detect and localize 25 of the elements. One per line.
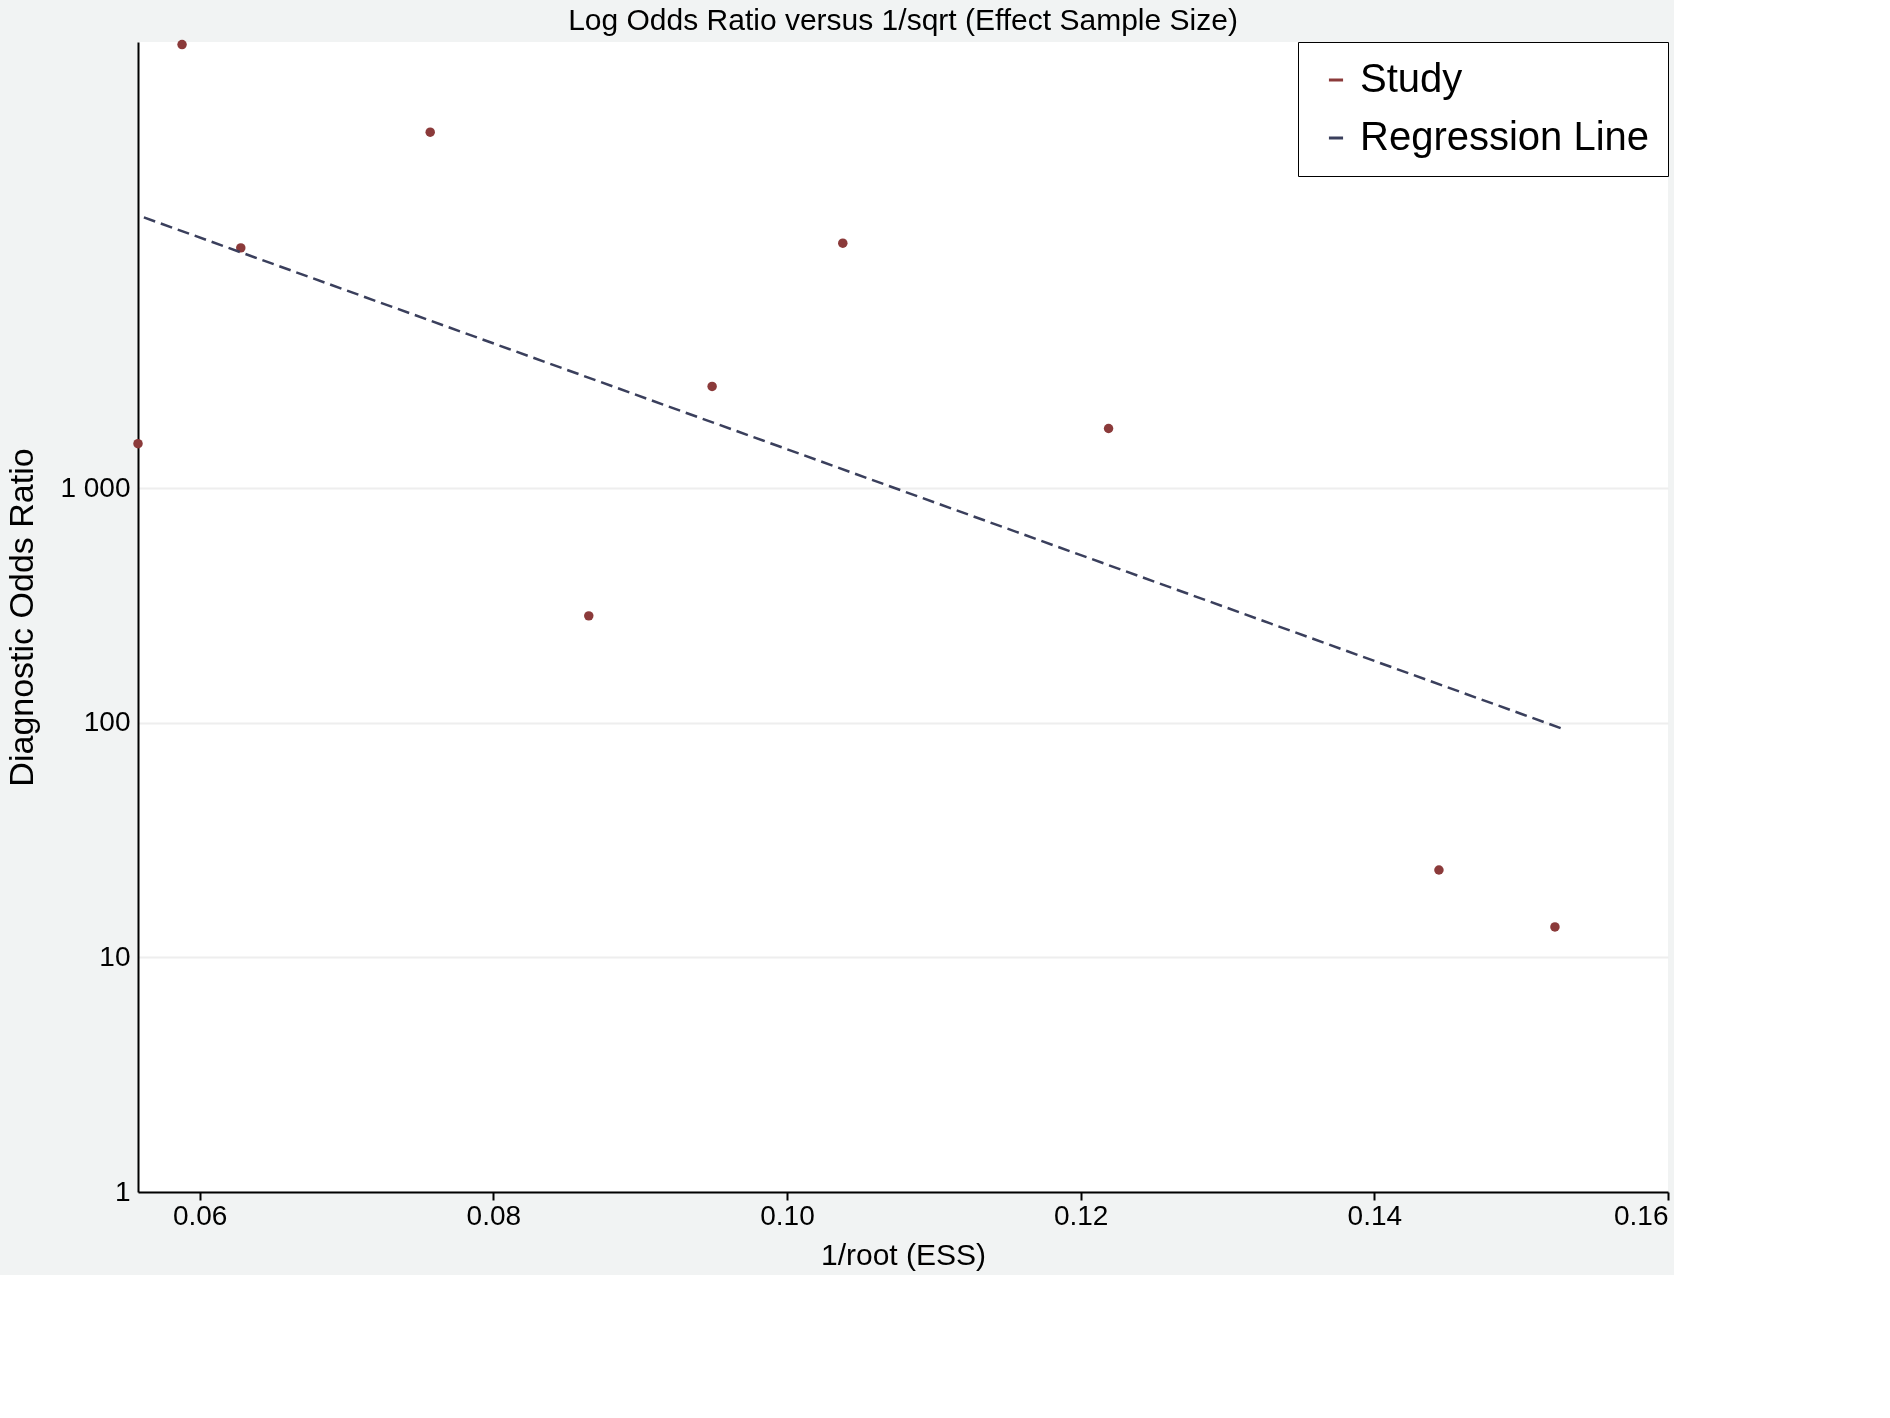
x-axis-title: 1/root (ESS) [820,1237,987,1271]
x-tick-label: 0.06 [172,1199,228,1231]
y-tick-label: 100 [83,706,131,738]
y-tick-label: 1 000 [60,471,131,503]
point [707,381,717,392]
x-tick-label: 0.10 [760,1199,815,1231]
x-tick-label: 0.08 [466,1199,522,1231]
point [236,243,246,253]
point [133,438,143,449]
y-tick-label: 10 [99,940,131,972]
legend-label: Study [1360,56,1463,100]
y-tick-label: 1 [114,1175,131,1207]
point [1103,423,1114,434]
chart-title: Log Odds Ratio versus 1/sqrt (Effect Sample Size) [568,2,1238,36]
point [1550,922,1560,932]
x-tick-label: 0.14 [1347,1199,1403,1231]
legend-label: Regression Line [1360,114,1650,158]
x-tick-label: 0.16 [1614,1199,1669,1231]
point [838,238,848,248]
point [1434,865,1444,875]
point [177,39,187,50]
y-axis-title: Diagnostic Odds Ratio [2,448,41,787]
point [425,127,435,137]
point [584,611,594,621]
x-tick-label: 0.12 [1053,1199,1109,1231]
